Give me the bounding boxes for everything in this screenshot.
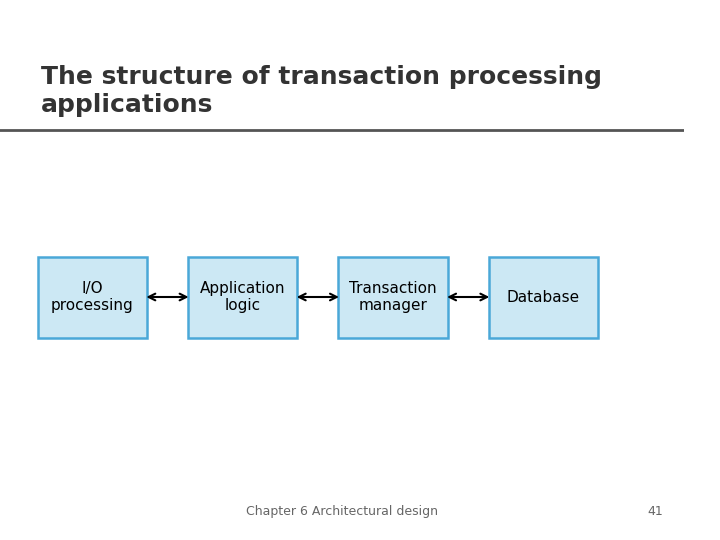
Text: 41: 41 <box>647 505 663 518</box>
Text: The structure of transaction processing
applications: The structure of transaction processing … <box>41 65 602 117</box>
FancyBboxPatch shape <box>188 256 297 338</box>
Text: Application
logic: Application logic <box>200 281 285 313</box>
Text: Database: Database <box>507 289 580 305</box>
Text: Chapter 6 Architectural design: Chapter 6 Architectural design <box>246 505 438 518</box>
FancyBboxPatch shape <box>489 256 598 338</box>
Text: Transaction
manager: Transaction manager <box>349 281 437 313</box>
FancyBboxPatch shape <box>37 256 147 338</box>
FancyBboxPatch shape <box>338 256 448 338</box>
Text: I/O
processing: I/O processing <box>51 281 134 313</box>
